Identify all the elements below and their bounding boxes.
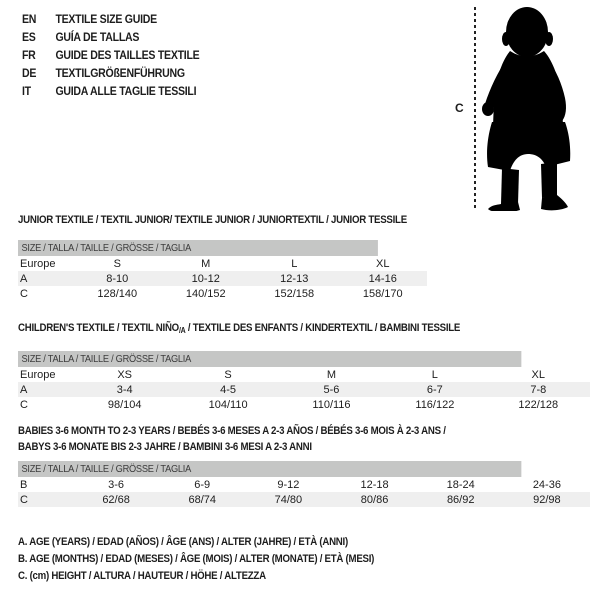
row-label-cell: C <box>20 398 28 411</box>
height-dotted-line <box>474 7 476 208</box>
lang-row-es: ES GUÍA DE TALLAS <box>22 28 199 46</box>
junior-size-table: SIZE / TALLA / TAILLE / GRÖSSE / TAGLIA … <box>18 240 427 301</box>
footnote-a: A. AGE (YEARS) / EDAD (AÑOS) / ÂGE (ANS)… <box>18 536 348 548</box>
lang-row-it: IT GUIDA ALLE TAGLIE TESSILI <box>22 82 199 100</box>
row-label-cell: C <box>20 493 28 506</box>
table-row: A 8-10 10-12 12-13 14-16 <box>18 271 427 286</box>
size-cell: 86/92 <box>446 493 475 506</box>
size-cell: 140/152 <box>185 287 226 300</box>
heading-part: / TEXTILE DES ENFANTS / KINDERTEXTIL / B… <box>185 322 461 334</box>
size-cell: 12-18 <box>360 478 389 491</box>
children-section-heading: CHILDREN'S TEXTILE / TEXTIL NIÑO/A / TEX… <box>18 320 520 336</box>
table-row: Europe S M L XL <box>18 256 427 271</box>
size-cell: M <box>326 368 337 381</box>
size-cell: XS <box>117 368 133 381</box>
table-row: C 128/140 140/152 152/158 158/170 <box>18 286 427 301</box>
babies-section-heading: BABIES 3-6 MONTH TO 2-3 YEARS / BEBÉS 3-… <box>18 423 504 455</box>
baby-silhouette-icon <box>482 7 571 211</box>
size-cell: 62/68 <box>102 493 130 506</box>
size-cell: 7-8 <box>530 383 547 396</box>
lang-title: GUIDE DES TAILLES TEXTILE <box>55 48 200 62</box>
table-row: Europe XS S M L XL <box>18 367 590 382</box>
size-cell: 152/158 <box>274 287 315 300</box>
size-cell: XL <box>376 257 390 270</box>
size-cell: 6-9 <box>194 478 211 491</box>
lang-code: FR <box>22 48 36 62</box>
heading-subscript: /A <box>178 326 186 335</box>
size-cell: 4-5 <box>220 383 237 396</box>
size-cell: 74/80 <box>274 493 303 506</box>
table-row: C 98/104 104/110 110/116 116/122 122/128 <box>18 397 590 412</box>
size-cell: 110/116 <box>312 398 351 411</box>
footnotes-block: A. AGE (YEARS) / EDAD (AÑOS) / ÂGE (ANS)… <box>18 534 423 585</box>
lang-title: GUÍA DE TALLAS <box>55 30 140 44</box>
size-cell: L <box>431 368 438 381</box>
heading-text: JUNIOR TEXTILE / TEXTIL JUNIOR/ TEXTILE … <box>18 214 407 226</box>
row-label-cell: Europe <box>20 257 56 270</box>
footnote-c: C. (cm) HEIGHT / ALTURA / HAUTEUR / HÖHE… <box>18 570 266 582</box>
size-cell: 3-4 <box>116 383 133 396</box>
lang-title: TEXTILGRÖßENFÜHRUNG <box>55 66 185 80</box>
size-cell: 98/104 <box>107 398 142 411</box>
size-cell: 10-12 <box>191 272 220 285</box>
table-row: A 3-4 4-5 5-6 6-7 7-8 <box>18 382 590 397</box>
babies-size-table: SIZE / TALLA / TAILLE / GRÖSSE / TAGLIA … <box>18 461 590 507</box>
size-cell: 80/86 <box>360 493 389 506</box>
size-cell: 9-12 <box>277 478 300 491</box>
lang-row-en: EN TEXTILE SIZE GUIDE <box>22 10 199 28</box>
lang-title: GUIDA ALLE TAGLIE TESSILI <box>55 84 197 98</box>
size-cell: XL <box>531 368 546 381</box>
size-cell: 8-10 <box>106 272 129 285</box>
row-label-cell: Europe <box>20 368 56 381</box>
size-cell: S <box>113 257 121 270</box>
size-cell: L <box>291 257 298 270</box>
size-cell: 3-6 <box>108 478 125 491</box>
size-cell: 128/140 <box>97 287 138 300</box>
size-cell: 116/122 <box>415 398 455 411</box>
size-cell: 68/74 <box>188 493 216 506</box>
size-cell: 6-7 <box>426 383 443 396</box>
heading-text-line1: BABIES 3-6 MONTH TO 2-3 YEARS / BEBÉS 3-… <box>18 425 446 437</box>
size-cell: 14-16 <box>368 272 397 285</box>
size-header-bar: SIZE / TALLA / TAILLE / GRÖSSE / TAGLIA <box>18 240 378 256</box>
size-cell: 122/128 <box>518 398 559 411</box>
row-label-cell: A <box>20 272 28 285</box>
children-size-table: SIZE / TALLA / TAILLE / GRÖSSE / TAGLIA … <box>18 351 590 412</box>
size-cell: 18-24 <box>446 478 475 491</box>
row-label-cell: C <box>20 287 28 300</box>
table-row: C 62/68 68/74 74/80 80/86 86/92 92/98 <box>18 492 590 507</box>
lang-title: TEXTILE SIZE GUIDE <box>55 12 157 26</box>
size-cell: 92/98 <box>533 493 561 506</box>
size-cell: S <box>224 368 232 381</box>
size-cell: 104/110 <box>208 398 248 411</box>
lang-row-fr: FR GUIDE DES TAILLES TEXTILE <box>22 46 200 64</box>
size-cell: 158/170 <box>362 287 403 300</box>
heading-part: CHILDREN'S TEXTILE / TEXTIL NIÑO <box>18 322 179 334</box>
lang-code: DE <box>22 66 37 80</box>
table-row: B 3-6 6-9 9-12 12-18 18-24 24-36 <box>18 477 590 492</box>
language-title-block: EN TEXTILE SIZE GUIDE ES GUÍA DE TALLAS FR… <box>22 10 224 100</box>
lang-code: ES <box>22 30 36 44</box>
row-label-cell: B <box>20 478 28 491</box>
footnote-b: B. AGE (MONTHS) / EDAD (MESES) / ÂGE (MO… <box>18 553 375 565</box>
junior-section-heading: JUNIOR TEXTILE / TEXTIL JUNIOR/ TEXTILE … <box>18 212 460 228</box>
heading-text: CHILDREN'S TEXTILE / TEXTIL NIÑO/A / TEX… <box>18 320 460 336</box>
size-cell: 5-6 <box>323 383 340 396</box>
size-cell: 12-13 <box>280 272 309 285</box>
lang-code: EN <box>22 12 37 26</box>
lang-code: IT <box>22 84 31 98</box>
size-header-bar: SIZE / TALLA / TAILLE / GRÖSSE / TAGLIA <box>18 351 522 367</box>
lang-row-de: DE TEXTILGRÖßENFÜHRUNG <box>22 64 199 82</box>
size-header-bar: SIZE / TALLA / TAILLE / GRÖSSE / TAGLIA <box>18 461 522 477</box>
size-cell: M <box>201 257 211 270</box>
size-cell: 24-36 <box>532 478 561 491</box>
figure-height-label: C <box>455 101 464 115</box>
row-label-cell: A <box>20 383 28 396</box>
heading-text-line2: BABYS 3-6 MONATE BIS 2-3 JAHRE / BAMBINI… <box>18 441 312 453</box>
